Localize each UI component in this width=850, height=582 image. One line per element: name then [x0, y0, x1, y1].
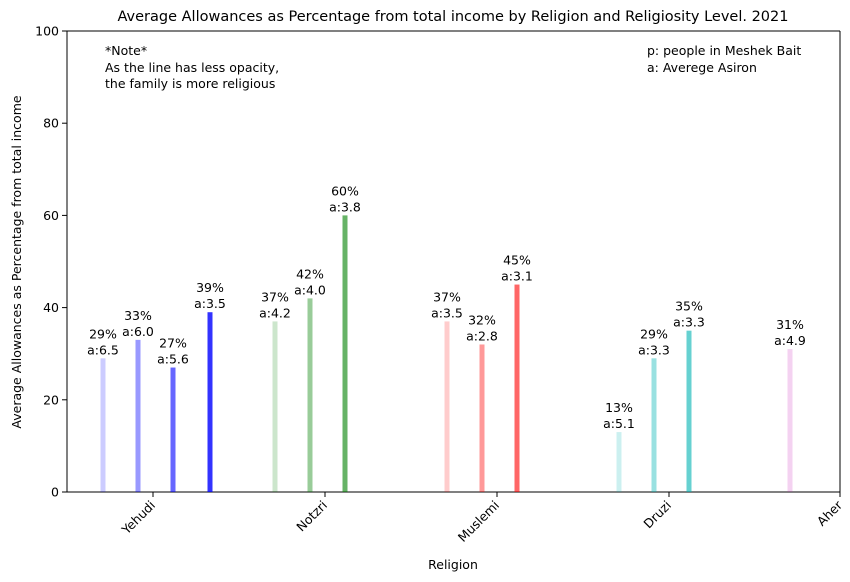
bar	[479, 344, 485, 492]
bar-avg-label: a:3.8	[329, 199, 361, 214]
bar-value-label: 29%	[89, 326, 117, 341]
bar	[686, 330, 692, 492]
bar-value-label: 29%	[640, 326, 668, 341]
bar-value-label: 37%	[261, 289, 289, 304]
bar	[342, 215, 348, 492]
bar-value-label: 13%	[605, 400, 633, 415]
bar-value-label: 32%	[468, 312, 496, 327]
bar	[307, 298, 313, 492]
bar-value-label: 33%	[124, 308, 152, 323]
bar	[170, 367, 176, 492]
bar-avg-label: a:3.3	[638, 342, 670, 357]
bar	[100, 358, 106, 492]
legend-line-1: p: people in Meshek Bait	[647, 43, 801, 58]
bar-avg-label: a:3.1	[501, 269, 533, 284]
note-line-2: As the line has less opacity,	[105, 60, 279, 75]
y-axis-label: Average Allowances as Percentage from to…	[9, 95, 24, 428]
bar-avg-label: a:4.0	[294, 282, 326, 297]
bar-avg-label: a:2.8	[466, 328, 498, 343]
bar-value-label: 60%	[331, 183, 359, 198]
bar-avg-label: a:3.5	[194, 296, 226, 311]
bar	[272, 321, 278, 492]
bar	[651, 358, 657, 492]
bar-avg-label: a:3.3	[673, 315, 705, 330]
bar	[135, 339, 141, 492]
note-line-1: *Note*	[105, 43, 147, 58]
bar-value-label: 27%	[159, 336, 187, 351]
bar-value-label: 37%	[433, 289, 461, 304]
x-tick-label: Druzi	[640, 498, 674, 532]
y-tick-label: 60	[43, 208, 59, 223]
annotations: *Note* As the line has less opacity, the…	[105, 43, 801, 91]
y-tick-label: 20	[43, 392, 59, 407]
plot-area: 0 20 40 60 80 100 Yehudi Notzri Muslemi Druzi Aher…	[35, 24, 846, 545]
bar-avg-label: a:4.9	[774, 333, 806, 348]
legend-line-2: a: Averege Asiron	[647, 60, 757, 75]
x-tick-label: Notzri	[293, 498, 330, 535]
y-tick-label: 80	[43, 116, 59, 131]
bar	[207, 312, 213, 492]
y-tick-label: 40	[43, 300, 59, 315]
bar-avg-label: a:6.5	[87, 342, 119, 357]
bar	[444, 321, 450, 492]
chart-title: Average Allowances as Percentage from to…	[117, 9, 788, 25]
x-tick-label: Muslemi	[455, 498, 502, 545]
bar-avg-label: a:5.1	[603, 416, 635, 431]
y-tick-label: 100	[35, 24, 59, 39]
bar-value-label: 35%	[675, 299, 703, 314]
x-axis-label: Religion	[428, 557, 478, 572]
bar-value-label: 45%	[503, 253, 531, 268]
bar	[514, 284, 520, 492]
x-tick-label: Aher	[814, 497, 846, 529]
bar-avg-label: a:3.5	[431, 305, 463, 320]
bar-value-label: 42%	[296, 266, 324, 281]
bar-avg-label: a:4.2	[259, 305, 291, 320]
bar	[616, 432, 622, 492]
bar-value-label: 31%	[776, 317, 804, 332]
note-line-3: the family is more religious	[105, 76, 275, 91]
y-tick-label: 0	[51, 485, 59, 500]
bar	[787, 349, 793, 492]
bar-avg-label: a:5.6	[157, 352, 189, 367]
bar-value-label: 39%	[196, 280, 224, 295]
x-tick-label: Yehudi	[118, 498, 158, 538]
bar-avg-label: a:6.0	[122, 324, 154, 339]
